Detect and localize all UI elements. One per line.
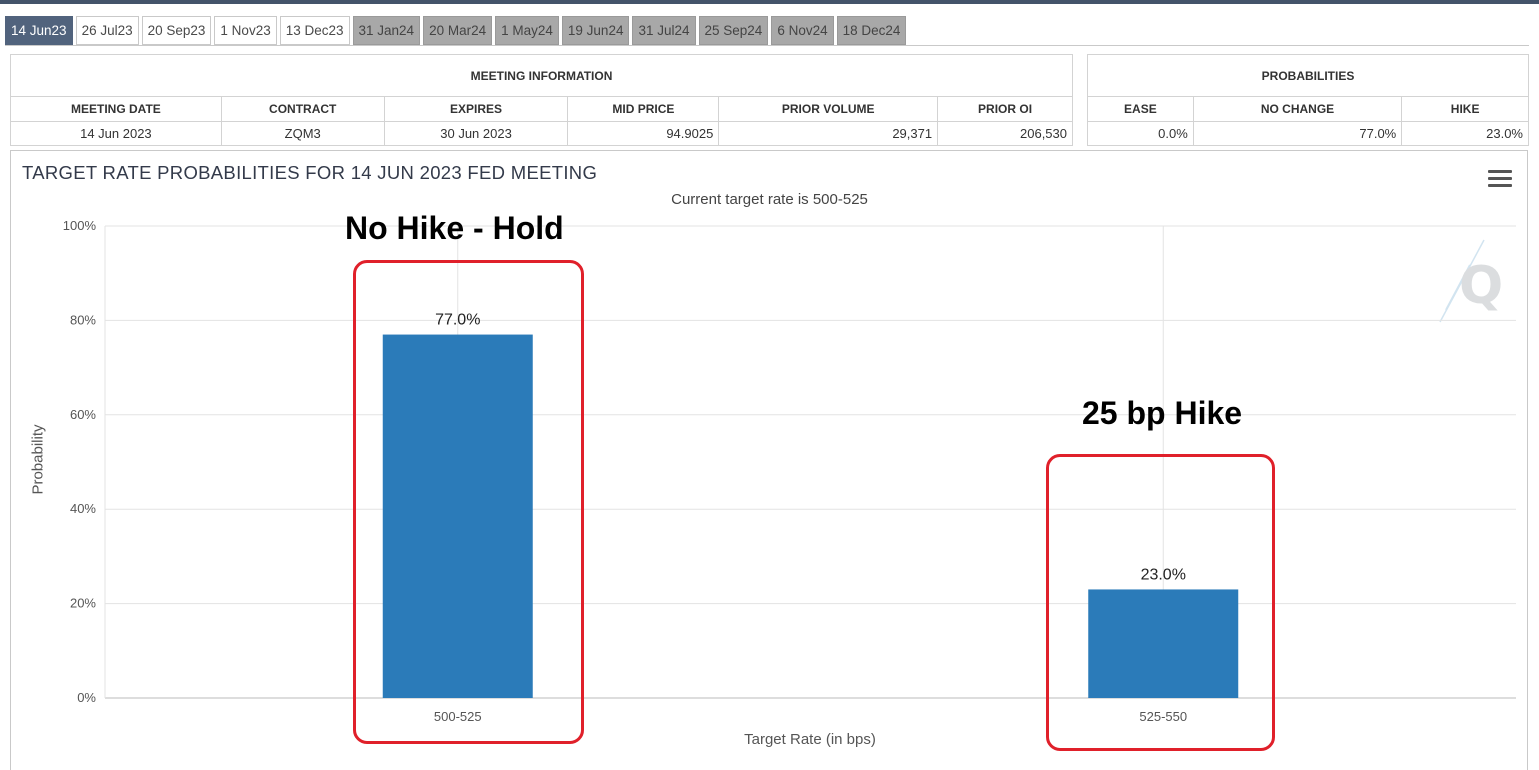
tab-19-jun24[interactable]: 19 Jun24 bbox=[561, 16, 630, 45]
tab-14-jun23[interactable]: 14 Jun23 bbox=[5, 16, 73, 45]
mid-price-value: 94.9025 bbox=[567, 121, 720, 146]
top-rule bbox=[0, 0, 1539, 4]
bar-500-525 bbox=[382, 334, 533, 698]
probabilities-heading: PROBABILITIES bbox=[1087, 54, 1529, 97]
annotation-25bp-hike: 25 bp Hike bbox=[1082, 395, 1243, 431]
tab-20-mar24[interactable]: 20 Mar24 bbox=[423, 16, 493, 45]
chart-container bbox=[10, 150, 1528, 770]
q-logo-icon: Q bbox=[1439, 239, 1503, 323]
tab-31-jul24[interactable]: 31 Jul24 bbox=[632, 16, 696, 45]
tab-18-dec24[interactable]: 18 Dec24 bbox=[836, 16, 907, 45]
tab-divider bbox=[5, 45, 1529, 46]
col-meeting-date: MEETING DATE bbox=[10, 96, 222, 122]
annotation-box-25bp-hike bbox=[1046, 454, 1275, 751]
svg-text:Q: Q bbox=[1459, 256, 1503, 316]
table-row: 14 Jun 2023 ZQM3 30 Jun 2023 94.9025 29,… bbox=[10, 121, 1073, 146]
data-label: 77.0% bbox=[435, 312, 480, 329]
y-tick-label: 0% bbox=[77, 690, 96, 705]
annotation-no-hike: No Hike - Hold bbox=[345, 210, 564, 246]
table-row: 0.0% 77.0% 23.0% bbox=[1087, 121, 1529, 146]
meeting-information-table: MEETING INFORMATION MEETING DATE CONTRAC… bbox=[10, 54, 1073, 146]
y-tick-label: 100% bbox=[63, 218, 97, 233]
contract-value: ZQM3 bbox=[220, 121, 385, 146]
tab-20-sep23[interactable]: 20 Sep23 bbox=[141, 16, 212, 45]
ease-value: 0.0% bbox=[1087, 121, 1194, 146]
tab-1-nov23[interactable]: 1 Nov23 bbox=[214, 16, 277, 45]
prior-oi-value: 206,530 bbox=[937, 121, 1073, 146]
no-change-value: 77.0% bbox=[1192, 121, 1403, 146]
tab-31-jan24[interactable]: 31 Jan24 bbox=[352, 16, 421, 45]
chart-title: TARGET RATE PROBABILITIES FOR 14 JUN 202… bbox=[22, 162, 598, 183]
y-tick-label: 40% bbox=[70, 501, 96, 516]
probabilities-table: PROBABILITIES EASE NO CHANGE HIKE 0.0% 7… bbox=[1087, 54, 1529, 146]
chart-subtitle: Current target rate is 500-525 bbox=[671, 191, 868, 208]
x-axis-title: Target Rate (in bps) bbox=[744, 731, 876, 748]
col-mid-price: MID PRICE bbox=[567, 96, 720, 122]
data-label: 23.0% bbox=[1141, 566, 1186, 583]
col-no-change: NO CHANGE bbox=[1192, 96, 1403, 122]
col-contract: CONTRACT bbox=[220, 96, 385, 122]
y-tick-label: 60% bbox=[70, 407, 96, 422]
tab-25-sep24[interactable]: 25 Sep24 bbox=[698, 16, 769, 45]
annotation-box-no-hike bbox=[353, 260, 584, 744]
tab-26-jul23[interactable]: 26 Jul23 bbox=[75, 16, 139, 45]
tab-13-dec23[interactable]: 13 Dec23 bbox=[279, 16, 350, 45]
col-prior-oi: PRIOR OI bbox=[937, 96, 1073, 122]
y-tick-label: 20% bbox=[70, 596, 96, 611]
hike-value: 23.0% bbox=[1401, 121, 1529, 146]
meeting-tabs: 14 Jun23 26 Jul23 20 Sep23 1 Nov23 13 Dec23 3… bbox=[5, 16, 907, 45]
expires-value: 30 Jun 2023 bbox=[383, 121, 569, 146]
y-axis-title: Probability bbox=[29, 424, 47, 495]
tab-6-nov24[interactable]: 6 Nov24 bbox=[771, 16, 834, 45]
hamburger-menu-icon[interactable] bbox=[1488, 170, 1512, 192]
prior-volume-value: 29,371 bbox=[718, 121, 939, 146]
x-tick-label: 525-550 bbox=[1139, 709, 1187, 724]
meeting-date-value: 14 Jun 2023 bbox=[10, 121, 222, 146]
y-tick-label: 80% bbox=[70, 312, 96, 327]
tab-1-may24[interactable]: 1 May24 bbox=[495, 16, 559, 45]
x-tick-label: 500-525 bbox=[434, 709, 482, 724]
bar-525-550 bbox=[1088, 589, 1239, 698]
meeting-information-heading: MEETING INFORMATION bbox=[10, 54, 1073, 97]
